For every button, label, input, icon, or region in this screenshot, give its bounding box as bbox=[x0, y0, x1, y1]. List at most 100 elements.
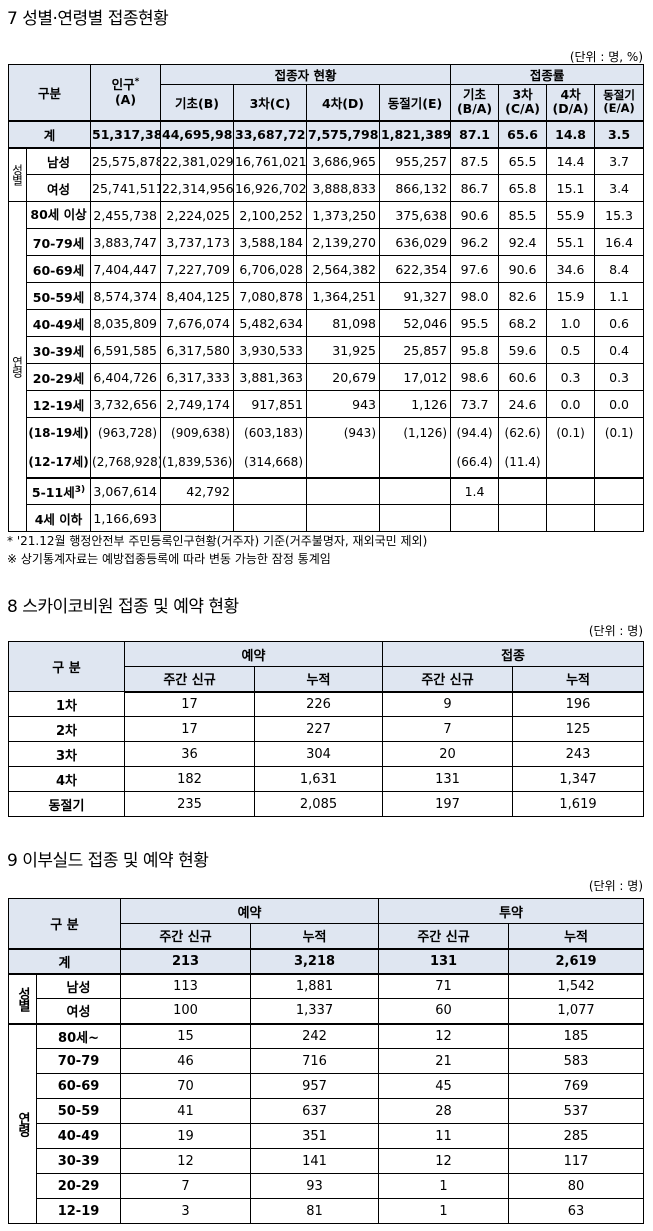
row-label: 2차 bbox=[8, 716, 125, 742]
table-cell: (2,768,928) bbox=[90, 447, 162, 478]
table-cell: 182 bbox=[124, 766, 255, 792]
table-cell: 1,166,693 bbox=[90, 504, 162, 532]
table-cell: 17 bbox=[124, 691, 255, 717]
table-cell: 2,619 bbox=[508, 947, 645, 975]
table-cell: 1,631 bbox=[253, 766, 384, 792]
group-label-age: 연령 bbox=[8, 201, 27, 532]
table-cell bbox=[546, 447, 596, 478]
table-cell: 7,227,709 bbox=[160, 255, 235, 283]
table-cell: 131 bbox=[378, 947, 510, 975]
table-cell: 637 bbox=[250, 1098, 380, 1124]
table-cell bbox=[233, 476, 308, 505]
table-cell: 80 bbox=[508, 1173, 645, 1199]
table-cell bbox=[450, 504, 500, 532]
table-cell: 3,686,965 bbox=[306, 147, 381, 175]
table-cell: 25,741,511 bbox=[90, 174, 162, 202]
table-cell: 943 bbox=[306, 390, 381, 418]
table-cell: 16.4 bbox=[594, 228, 645, 256]
table-row: 4차 182 1,631 131 1,347 bbox=[8, 766, 645, 792]
header-cumulative: 누적 bbox=[253, 666, 384, 693]
table-cell: (1,839,536) bbox=[160, 447, 235, 478]
table-cell: 93 bbox=[250, 1173, 380, 1199]
table-cell bbox=[233, 504, 308, 532]
table-cell: 1 bbox=[378, 1173, 510, 1199]
table-cell: 242 bbox=[250, 1022, 380, 1049]
table-cell bbox=[306, 476, 381, 505]
table-cell: 2,224,025 bbox=[160, 201, 235, 229]
table-cell: 6,706,028 bbox=[233, 255, 308, 283]
table-cell: 1 bbox=[378, 1198, 510, 1224]
table-row: 계 213 3,218 131 2,619 bbox=[7, 947, 645, 975]
table-cell: 65.6 bbox=[498, 119, 548, 149]
table-cell: 213 bbox=[120, 947, 252, 975]
table-cell: 90.6 bbox=[498, 255, 548, 283]
table-cell: 7,080,878 bbox=[233, 282, 308, 310]
section9-unit: (단위 : 명) bbox=[588, 879, 643, 893]
table-cell: 31,925 bbox=[306, 336, 381, 364]
table-cell: 86.7 bbox=[450, 174, 500, 202]
row-label: 50-59세 bbox=[25, 282, 92, 310]
row-label: 80세 이상 bbox=[25, 201, 92, 229]
table-cell: 14.8 bbox=[546, 119, 596, 149]
row-label: 동절기 bbox=[8, 791, 125, 817]
table-cell: 1.1 bbox=[594, 282, 645, 310]
table-cell: 8,404,125 bbox=[160, 282, 235, 310]
section8-title: 8 스카이코비원 접종 및 예약 현황 bbox=[7, 597, 239, 617]
table-cell: (963,728) bbox=[90, 417, 162, 448]
table-cell: 2,455,738 bbox=[90, 201, 162, 229]
table-cell: 9 bbox=[382, 691, 514, 717]
table-row: 3차 36 304 20 243 bbox=[8, 741, 645, 767]
table-cell: 3,930,533 bbox=[233, 336, 308, 364]
table-cell: 2,749,174 bbox=[160, 390, 235, 418]
table-cell: 716 bbox=[250, 1048, 380, 1074]
table-cell: 25,575,878 bbox=[90, 147, 162, 175]
table-cell: 125 bbox=[512, 716, 645, 742]
table-cell: 17 bbox=[124, 716, 255, 742]
row-label: 12-19세 bbox=[25, 390, 92, 418]
table-cell: 8,574,374 bbox=[90, 282, 162, 310]
header-base: 기초(B) bbox=[160, 84, 235, 121]
table-row: 12-19세 3,732,656 2,749,174 917,851 943 1,126 7… bbox=[9, 390, 645, 418]
table-cell: 98.0 bbox=[450, 282, 500, 310]
table-cell: 81,098 bbox=[306, 309, 381, 337]
table-cell: (94.4) bbox=[450, 417, 500, 448]
table-cell: 63 bbox=[508, 1198, 645, 1224]
table-cell: 70 bbox=[120, 1073, 252, 1099]
table-cell: 15.1 bbox=[546, 174, 596, 202]
table-cell: 3,737,173 bbox=[160, 228, 235, 256]
section7-title: 7 성별·연령별 접종현황 bbox=[7, 9, 169, 29]
table-cell: 59.6 bbox=[498, 336, 548, 364]
table-cell: 3,732,656 bbox=[90, 390, 162, 418]
table-cell: 0.3 bbox=[546, 363, 596, 391]
row-label: 3차 bbox=[8, 741, 125, 767]
header-reservation: 예약 bbox=[120, 898, 380, 924]
row-label: 4차 bbox=[8, 766, 125, 792]
table-cell: 243 bbox=[512, 741, 645, 767]
table-cell bbox=[379, 476, 452, 505]
table-cell: 55.9 bbox=[546, 201, 596, 229]
table-row: 40-49 19 351 11 285 bbox=[9, 1123, 645, 1149]
table-cell: 21 bbox=[378, 1048, 510, 1074]
table-cell: 583 bbox=[508, 1048, 645, 1074]
table-cell: 3.4 bbox=[594, 174, 645, 202]
table-cell bbox=[546, 504, 596, 532]
group-label-gender: 성별 bbox=[8, 973, 37, 1024]
table-cell: (314,668) bbox=[233, 447, 308, 478]
vaccination-status-table: 구분 인구* (A) 접종자 현황 접종률 기초(B) 3차(C) 4차(D) 동… bbox=[7, 64, 645, 532]
table-cell bbox=[379, 447, 452, 478]
table-cell: 33,687,723 bbox=[233, 119, 308, 149]
table-cell: 1.4 bbox=[450, 476, 500, 505]
table-cell: 1.0 bbox=[546, 309, 596, 337]
table-cell: 285 bbox=[508, 1123, 645, 1149]
table-cell: 227 bbox=[253, 716, 384, 742]
row-label: 30-39세 bbox=[25, 336, 92, 364]
table-row: 30-39세 6,591,585 6,317,580 3,930,533 31,925 2… bbox=[9, 336, 645, 364]
skycovione-table: 구 분 예약 접종 주간 신규 누적 주간 신규 누적 1차 17 226 9 196 2… bbox=[8, 641, 645, 817]
table-cell: 12 bbox=[378, 1148, 510, 1174]
table-row: 70-79 46 716 21 583 bbox=[9, 1048, 645, 1074]
table-cell: 375,638 bbox=[379, 201, 452, 229]
table-cell: 87.5 bbox=[450, 147, 500, 175]
table-cell: 11 bbox=[378, 1123, 510, 1149]
table-row: 40-49세 8,035,809 7,676,074 5,482,634 81,098 5… bbox=[9, 309, 645, 337]
table-cell bbox=[306, 447, 381, 478]
